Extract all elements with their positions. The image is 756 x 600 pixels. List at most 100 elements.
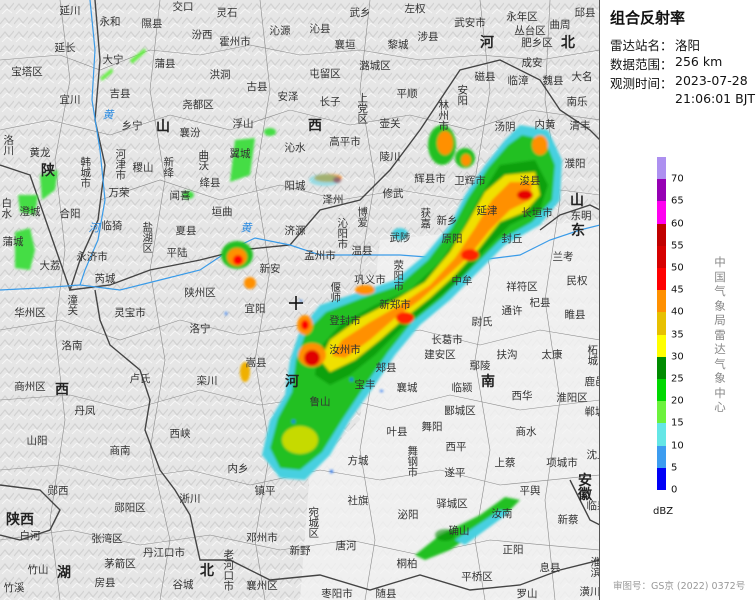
- place-label: 扶沟: [496, 348, 518, 361]
- province-label: 西: [55, 382, 69, 398]
- place-label: 山阳: [26, 434, 48, 447]
- place-label: 洛南: [61, 339, 83, 352]
- place-label: 正阳: [502, 543, 524, 556]
- place-label: 上蔡: [494, 456, 516, 469]
- place-label: 丹江口市: [143, 546, 185, 559]
- range-value: 256 km: [675, 54, 723, 69]
- place-label: 新野: [289, 544, 311, 557]
- place-label: 卫辉市: [454, 174, 486, 187]
- place-label: 长葛市: [431, 333, 463, 346]
- place-label: 洪洞: [209, 68, 231, 81]
- place-label: 壶关: [379, 117, 401, 130]
- legend-tick: 0: [671, 484, 678, 496]
- place-label: 涉县: [417, 30, 439, 43]
- place-label: 汤阴: [494, 120, 516, 133]
- place-label: 宜川: [59, 93, 81, 106]
- river-label: 黄: [240, 221, 252, 235]
- place-label: 黄龙: [29, 146, 51, 159]
- legend-tick: 60: [671, 218, 684, 230]
- place-label: 淮滨: [589, 556, 600, 578]
- place-label: 方城: [347, 454, 369, 467]
- info-panel: 组合反射率 雷达站名： 洛阳 数据范围： 256 km 观测时间： 2023-0…: [600, 0, 756, 600]
- place-label: 郾城区: [444, 404, 476, 417]
- place-label: 宝塔区: [11, 65, 43, 78]
- place-label: 临漳: [507, 74, 529, 87]
- place-label: 舞阳: [421, 420, 443, 433]
- place-label: 垣曲: [211, 205, 233, 218]
- place-label: 罗山: [516, 587, 538, 600]
- place-label: 内乡: [227, 462, 249, 475]
- place-label: 谷城: [172, 578, 194, 591]
- place-label: 魏县: [542, 74, 564, 87]
- legend-tick: 30: [671, 351, 684, 363]
- place-label: 新安: [259, 262, 281, 275]
- province-label: 安徽: [578, 473, 592, 503]
- place-label: 临泉: [586, 499, 600, 512]
- legend-swatch: [657, 379, 666, 402]
- radar-map[interactable]: 山西陕河北山东河南西陕西湖北安徽黄河黄延川 永和 隰县 交口 灵石 沁源 武乡 左权 沁县 武安市…: [0, 0, 600, 600]
- river-label: 河: [88, 221, 100, 235]
- place-label: 河津市: [114, 148, 127, 180]
- place-label: 鹿邑: [584, 375, 600, 388]
- place-label: 沁源: [269, 24, 291, 37]
- place-label: 潼关: [66, 294, 79, 316]
- place-label: 武陟: [389, 231, 411, 244]
- place-label: 翼城: [229, 147, 251, 160]
- place-label: 内黄: [534, 118, 556, 131]
- place-label: 武安市: [454, 16, 486, 29]
- review-number: 审图号：GS京 (2022) 0372号: [613, 581, 746, 592]
- legend-tick: 20: [671, 395, 684, 407]
- place-label: 丛台区: [514, 24, 546, 37]
- legend-swatch: [657, 268, 666, 291]
- place-label: 延津: [476, 204, 498, 217]
- place-label: 中牟: [451, 274, 473, 287]
- place-label: 温县: [351, 244, 373, 257]
- place-label: 长子: [319, 95, 341, 108]
- province-label: 西: [308, 118, 322, 134]
- legend-swatch: [657, 245, 666, 268]
- place-label: 乡宁: [121, 119, 143, 132]
- place-label: 郧西: [47, 484, 69, 497]
- place-label: 竹山: [27, 563, 49, 576]
- time-label: 观测时间：: [610, 76, 673, 91]
- place-label: 白河: [19, 529, 41, 542]
- time-row: 观测时间： 2023-07-28: [610, 73, 748, 92]
- place-label: 巩义市: [354, 273, 386, 286]
- legend-swatch: [657, 445, 666, 468]
- place-label: 柘城: [586, 344, 599, 366]
- place-label: 登封市: [329, 314, 361, 327]
- place-label: 澄城: [19, 205, 41, 218]
- place-label: 阳城: [284, 179, 306, 192]
- place-label: 西华: [511, 389, 533, 402]
- place-label: 商水: [515, 425, 537, 438]
- province-label: 南: [481, 374, 495, 390]
- place-label: 郸城: [584, 405, 600, 418]
- place-label: 辉县市: [414, 172, 446, 185]
- place-label: 闻喜: [169, 189, 191, 202]
- place-label: 确山: [448, 524, 470, 537]
- place-label: 灵石: [216, 6, 238, 19]
- place-label: 荥阳市: [392, 259, 405, 291]
- place-label: 宛城区: [307, 506, 320, 538]
- place-label: 息县: [539, 561, 561, 574]
- legend-tick: 50: [671, 262, 684, 274]
- place-label: 尧都区: [182, 98, 214, 111]
- place-label: 延长: [54, 41, 76, 54]
- place-label: 沁水: [284, 141, 306, 154]
- place-label: 通许: [501, 304, 523, 317]
- range-row: 数据范围： 256 km: [610, 54, 722, 73]
- place-label: 安阳: [456, 84, 469, 106]
- place-label: 成安: [521, 56, 543, 69]
- place-label: 曲沃: [197, 149, 210, 171]
- place-label: 新乡: [436, 214, 458, 227]
- place-label: 西平: [445, 440, 467, 453]
- place-label: 新绛: [162, 156, 175, 178]
- place-label: 张湾区: [91, 532, 123, 545]
- legend-swatch: [657, 179, 666, 202]
- legend-swatch: [657, 223, 666, 246]
- place-label: 稷山: [132, 161, 154, 174]
- place-label: 邱县: [574, 6, 596, 19]
- place-label: 洛川: [2, 134, 15, 156]
- province-label: 山: [570, 193, 584, 209]
- place-label: 霍州市: [219, 35, 251, 48]
